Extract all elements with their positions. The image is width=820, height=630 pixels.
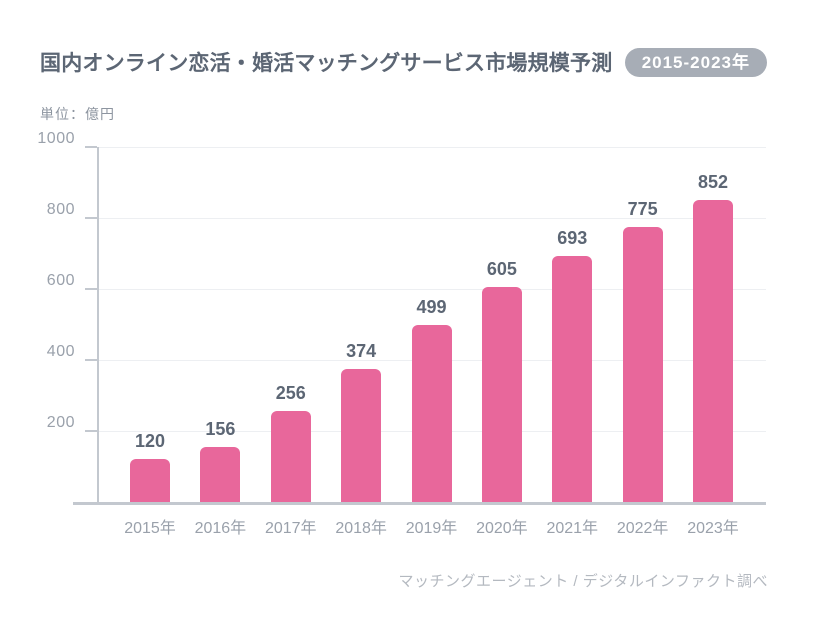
bar-group-2019年: 499	[411, 296, 452, 502]
x-axis-label: 2022年	[616, 520, 669, 537]
y-axis-tick	[85, 288, 97, 290]
x-label-slot: 2022年	[617, 514, 669, 538]
x-label-slot: 2018年	[335, 514, 387, 538]
bar	[270, 411, 311, 502]
bar	[411, 324, 452, 502]
bar	[130, 459, 170, 502]
header: 国内オンライン恋活・婚活マッチングサービス市場規模予測 2015-2023年	[40, 47, 767, 77]
x-axis-label: 2015年	[124, 520, 176, 537]
x-axis-label: 2021年	[546, 520, 599, 537]
x-axis-label: 2017年	[264, 520, 317, 537]
x-label-slot: 2019年	[406, 514, 458, 538]
gridline	[97, 147, 766, 148]
bar-value-label: 499	[416, 296, 447, 317]
bar-value-label: 156	[205, 418, 236, 439]
bar	[622, 226, 663, 502]
bar	[481, 287, 522, 502]
y-axis-tick-label: 1000	[37, 130, 75, 147]
x-label-slot: 2020年	[476, 514, 528, 538]
bar	[341, 369, 382, 502]
x-axis-label: 2016年	[194, 520, 247, 537]
bar-group-2017年: 256	[270, 383, 311, 502]
bar-group-2023年: 852	[693, 171, 733, 502]
bar-value-label: 374	[346, 341, 377, 362]
x-label-slot: 2021年	[546, 514, 598, 538]
x-axis-labels: 2015年 2016年 2017年 2018年 2019年 2020年 2021年 2022年…	[97, 514, 766, 538]
x-axis-label: 2019年	[405, 520, 458, 537]
y-axis-line	[97, 147, 99, 502]
year-range-badge: 2015-2023年	[624, 47, 767, 77]
y-axis-tick	[85, 146, 97, 148]
bar-value-label: 775	[627, 198, 658, 219]
x-axis-line	[73, 502, 766, 505]
bar-value-label: 852	[697, 171, 729, 192]
y-axis-tick	[85, 359, 97, 361]
x-label-slot: 2015年	[124, 514, 176, 538]
source-note: マッチングエージェント / デジタルインファクト調べ	[398, 573, 768, 590]
bar	[200, 446, 241, 502]
bar-group-2018年: 374	[341, 341, 382, 502]
y-axis-tick-label: 400	[46, 343, 75, 360]
bar-group-2015年: 120	[130, 431, 170, 502]
x-axis-label: 2020年	[476, 520, 528, 537]
bar	[552, 256, 593, 502]
page-title: 国内オンライン恋活・婚活マッチングサービス市場規模予測	[40, 52, 613, 75]
gridline	[97, 218, 766, 219]
y-axis-tick-label: 600	[46, 272, 75, 289]
x-axis-label: 2018年	[335, 520, 387, 537]
x-label-slot: 2023年	[687, 514, 739, 538]
bar-value-label: 120	[134, 431, 166, 452]
y-axis-tick	[85, 217, 97, 219]
bar-value-label: 693	[557, 228, 588, 248]
bar-group-2021年: 693	[552, 228, 593, 502]
bar	[693, 199, 733, 502]
bar-group-2016年: 156	[200, 418, 241, 502]
x-axis-label: 2023年	[687, 520, 739, 537]
y-axis-tick-label: 200	[46, 414, 75, 431]
bar-group-2022年: 775	[622, 198, 663, 502]
bar-group-2020年: 605	[481, 259, 522, 502]
plot-area: 200 400 600 800 1000 120 156 256 374 499 605 693 77…	[37, 130, 766, 505]
gridline	[97, 289, 766, 290]
y-axis-tick	[85, 430, 97, 432]
y-axis-tick-label: 800	[46, 201, 75, 218]
x-label-slot: 2016年	[195, 514, 247, 538]
bars: 120 156 256 374 499 605 693 775 852	[97, 147, 766, 502]
y-axis-unit-label: 単位：億円	[40, 106, 115, 122]
x-label-slot: 2017年	[265, 514, 317, 538]
bar-value-label: 256	[275, 383, 306, 404]
bar-value-label: 605	[486, 259, 517, 280]
